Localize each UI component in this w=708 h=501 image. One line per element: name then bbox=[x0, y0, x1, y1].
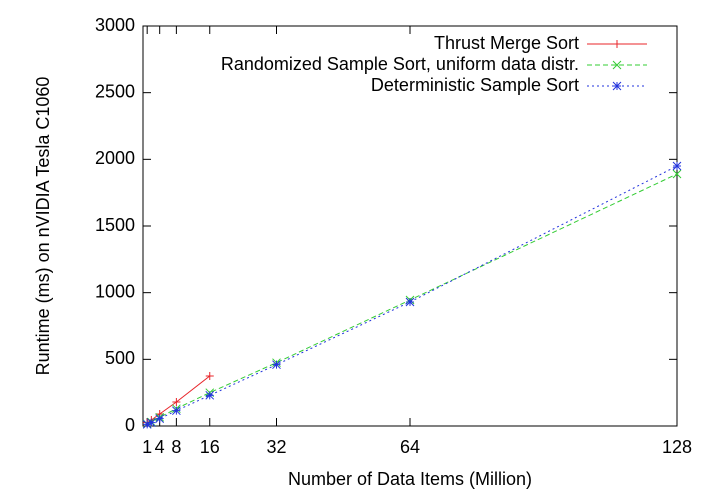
x-axis-label: Number of Data Items (Million) bbox=[288, 469, 532, 489]
point bbox=[672, 169, 682, 179]
y-tick-label: 1000 bbox=[95, 281, 135, 301]
x-tick-label: 1 bbox=[142, 437, 152, 457]
point bbox=[405, 297, 415, 307]
series-line bbox=[146, 165, 678, 425]
legend-label: Deterministic Sample Sort bbox=[371, 75, 579, 95]
legend-label: Randomized Sample Sort, uniform data dis… bbox=[221, 54, 579, 74]
x-tick-label: 4 bbox=[155, 437, 165, 457]
point bbox=[172, 398, 181, 406]
y-axis-label: Runtime (ms) on nVIDIA Tesla C1060 bbox=[33, 77, 53, 376]
point bbox=[205, 390, 215, 400]
x-tick-label: 32 bbox=[266, 437, 286, 457]
x-tick-label: 16 bbox=[200, 437, 220, 457]
y-tick-label: 2500 bbox=[95, 81, 135, 101]
point bbox=[205, 372, 214, 380]
y-tick-label: 1500 bbox=[95, 215, 135, 235]
x-tick-label: 64 bbox=[400, 437, 420, 457]
point bbox=[142, 420, 152, 429]
y-tick-label: 2000 bbox=[95, 148, 135, 168]
y-tick-label: 3000 bbox=[95, 15, 135, 35]
point bbox=[272, 360, 281, 370]
series-line bbox=[146, 173, 678, 425]
point bbox=[146, 418, 156, 428]
y-tick-label: 500 bbox=[105, 348, 135, 368]
legend-label: Thrust Merge Sort bbox=[434, 33, 579, 53]
y-tick-label: 0 bbox=[125, 415, 135, 435]
x-tick-label: 8 bbox=[171, 437, 181, 457]
x-tick-label: 128 bbox=[662, 437, 692, 457]
legend-marker bbox=[612, 81, 622, 91]
point bbox=[172, 406, 181, 416]
point bbox=[155, 414, 165, 424]
point bbox=[672, 161, 682, 171]
legend-marker bbox=[613, 40, 621, 48]
legend-marker bbox=[612, 60, 622, 70]
